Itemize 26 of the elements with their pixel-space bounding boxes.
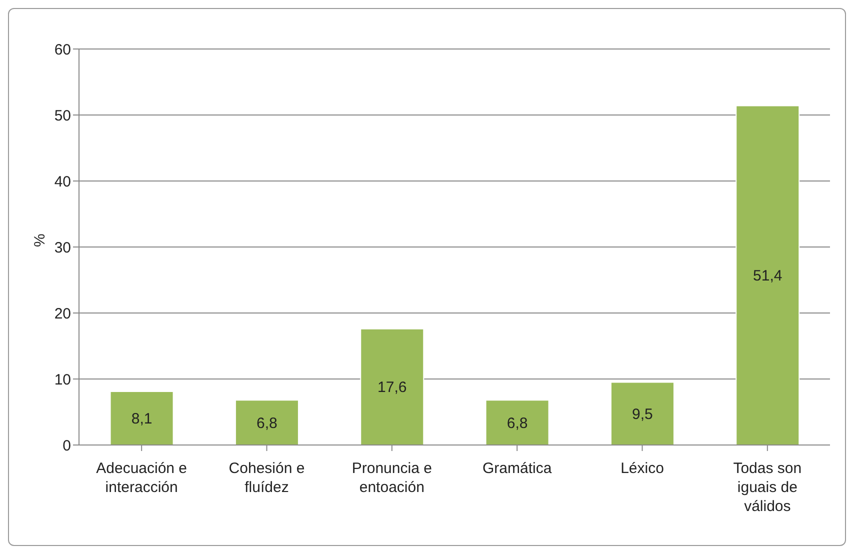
x-tick-label: Cohesión e fluídez: [228, 460, 305, 496]
y-tick-label: 30: [54, 239, 71, 256]
y-tick-label: 40: [54, 173, 71, 190]
bar: [610, 382, 674, 445]
x-tick-label: Gramática: [482, 460, 552, 477]
x-tick-label: Léxico: [620, 460, 664, 477]
y-tick-label: 20: [54, 305, 71, 322]
x-tick-label: Todas son iguais de válidos: [733, 460, 802, 515]
data-label: 9,5: [632, 406, 653, 423]
bar: [360, 328, 424, 445]
x-tick-label: Pronuncia e entoación: [352, 460, 432, 496]
bar: [110, 391, 174, 445]
y-axis-title: %: [31, 234, 48, 247]
data-label: 6,8: [256, 414, 278, 432]
data-label: 8,1: [131, 410, 152, 428]
y-tick-label: 60: [54, 41, 71, 58]
bar: [234, 400, 299, 445]
y-tick-label: 0: [62, 437, 71, 454]
data-label: 6,8: [506, 414, 528, 432]
data-label: 17,6: [378, 379, 407, 396]
y-tick-label: 10: [54, 371, 71, 388]
bar: [485, 400, 550, 445]
bar: [736, 105, 800, 445]
x-tick-label: Adecuación e interacción: [96, 460, 188, 496]
data-label: 51,4: [753, 268, 782, 285]
y-tick-label: 50: [54, 107, 71, 124]
